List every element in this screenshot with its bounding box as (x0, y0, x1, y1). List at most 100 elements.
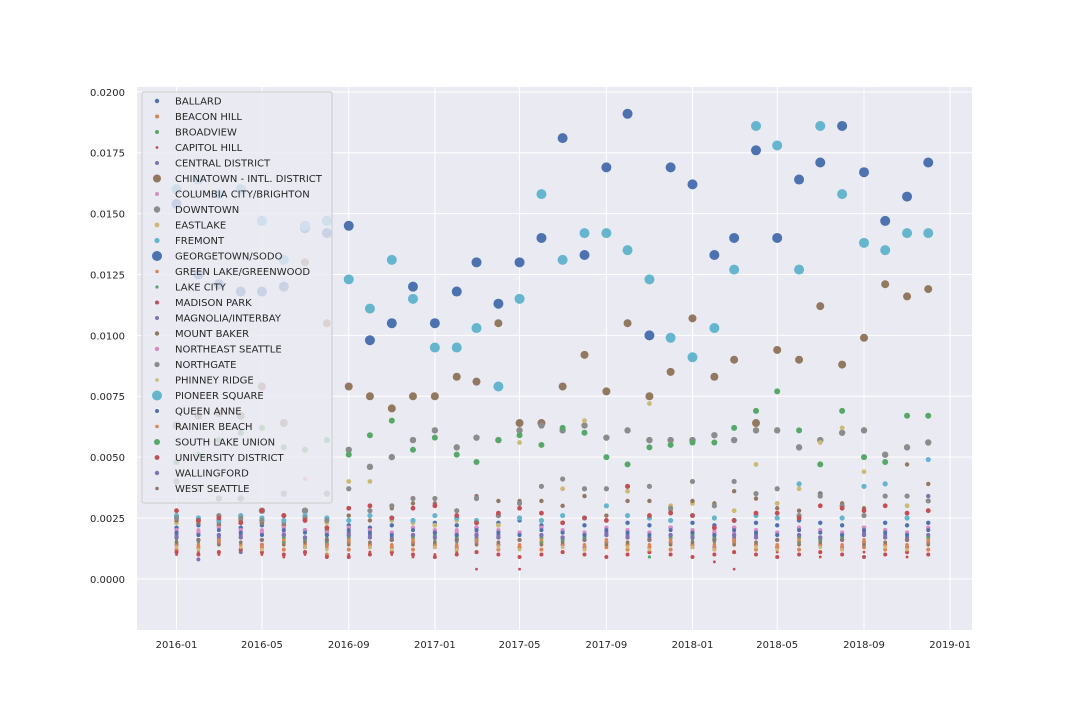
data-point (625, 540, 630, 545)
data-point (196, 518, 201, 523)
data-point (926, 528, 931, 533)
data-point (797, 547, 802, 552)
data-point (345, 446, 352, 454)
data-point (366, 463, 374, 471)
data-point (410, 505, 416, 511)
data-point (732, 528, 737, 533)
data-point (729, 264, 740, 275)
data-point (926, 538, 931, 542)
data-point (325, 538, 329, 542)
data-point (238, 520, 244, 526)
data-point (712, 542, 717, 547)
data-point (839, 425, 845, 431)
y-tick-label: 0.0050 (90, 453, 125, 464)
data-point (496, 540, 501, 545)
legend-marker (155, 378, 159, 382)
legend-label: FREMONT (175, 236, 225, 247)
data-point (495, 437, 502, 444)
data-point (431, 427, 439, 434)
data-point (493, 381, 504, 392)
data-point (732, 550, 737, 555)
data-point (840, 533, 845, 538)
data-point (840, 542, 844, 547)
data-point (216, 532, 222, 538)
data-point (665, 162, 676, 173)
data-point (454, 523, 459, 528)
data-point (603, 434, 610, 441)
data-point (560, 535, 565, 540)
data-point (647, 555, 652, 559)
data-point (882, 481, 888, 487)
data-point (454, 508, 460, 514)
data-point (454, 552, 459, 557)
y-tick-label: 0.0025 (90, 514, 125, 525)
data-point (688, 314, 697, 323)
data-point (796, 532, 802, 538)
legend-marker (155, 146, 159, 149)
data-point (582, 418, 587, 423)
data-point (238, 530, 243, 535)
data-point (730, 355, 739, 364)
data-point (473, 458, 480, 465)
data-point (625, 535, 630, 540)
data-point (625, 530, 630, 535)
data-point (474, 528, 479, 533)
data-point (625, 520, 630, 526)
data-point (560, 486, 566, 492)
data-point (367, 552, 372, 557)
data-point (581, 422, 588, 429)
data-point (773, 427, 781, 434)
data-point (324, 533, 329, 538)
data-point (390, 542, 394, 547)
data-point (862, 528, 867, 533)
data-point (624, 461, 631, 468)
data-point (753, 407, 760, 414)
legend-marker (155, 409, 159, 413)
data-point (905, 538, 909, 542)
data-point (838, 429, 846, 436)
data-point (690, 535, 695, 540)
legend-marker (155, 114, 159, 119)
data-point (775, 547, 779, 552)
data-point (625, 488, 630, 494)
data-point (859, 237, 870, 248)
data-point (883, 552, 888, 557)
data-point (774, 515, 780, 521)
data-point (407, 293, 418, 304)
data-point (367, 479, 373, 484)
data-point (646, 444, 653, 451)
data-point (622, 108, 633, 119)
data-point (343, 274, 354, 285)
data-point (817, 461, 824, 468)
data-point (647, 533, 652, 538)
data-point (560, 550, 565, 555)
legend-label: NORTHEAST SEATTLE (175, 345, 282, 356)
data-point (174, 508, 179, 514)
data-point (625, 552, 630, 557)
data-point (690, 545, 695, 550)
data-point (902, 191, 913, 202)
data-point (774, 510, 780, 516)
data-point (389, 503, 395, 509)
data-point (560, 520, 566, 526)
data-point (797, 538, 801, 542)
data-point (517, 542, 522, 547)
data-point (216, 528, 221, 533)
data-point (539, 542, 544, 547)
data-point (795, 355, 804, 364)
data-point (775, 554, 780, 559)
legend-label: CENTRAL DISTRICT (175, 159, 271, 170)
data-point (431, 434, 438, 441)
data-point (364, 303, 375, 314)
data-point (775, 538, 779, 542)
data-point (346, 505, 352, 511)
legend-entry: BROADVIEW (155, 128, 237, 139)
data-point (582, 515, 587, 521)
data-point (302, 518, 308, 523)
data-point (624, 427, 631, 434)
data-point (712, 552, 717, 557)
data-point (926, 547, 931, 552)
legend-label: QUEEN ANNE (175, 407, 242, 418)
data-point (604, 542, 609, 547)
